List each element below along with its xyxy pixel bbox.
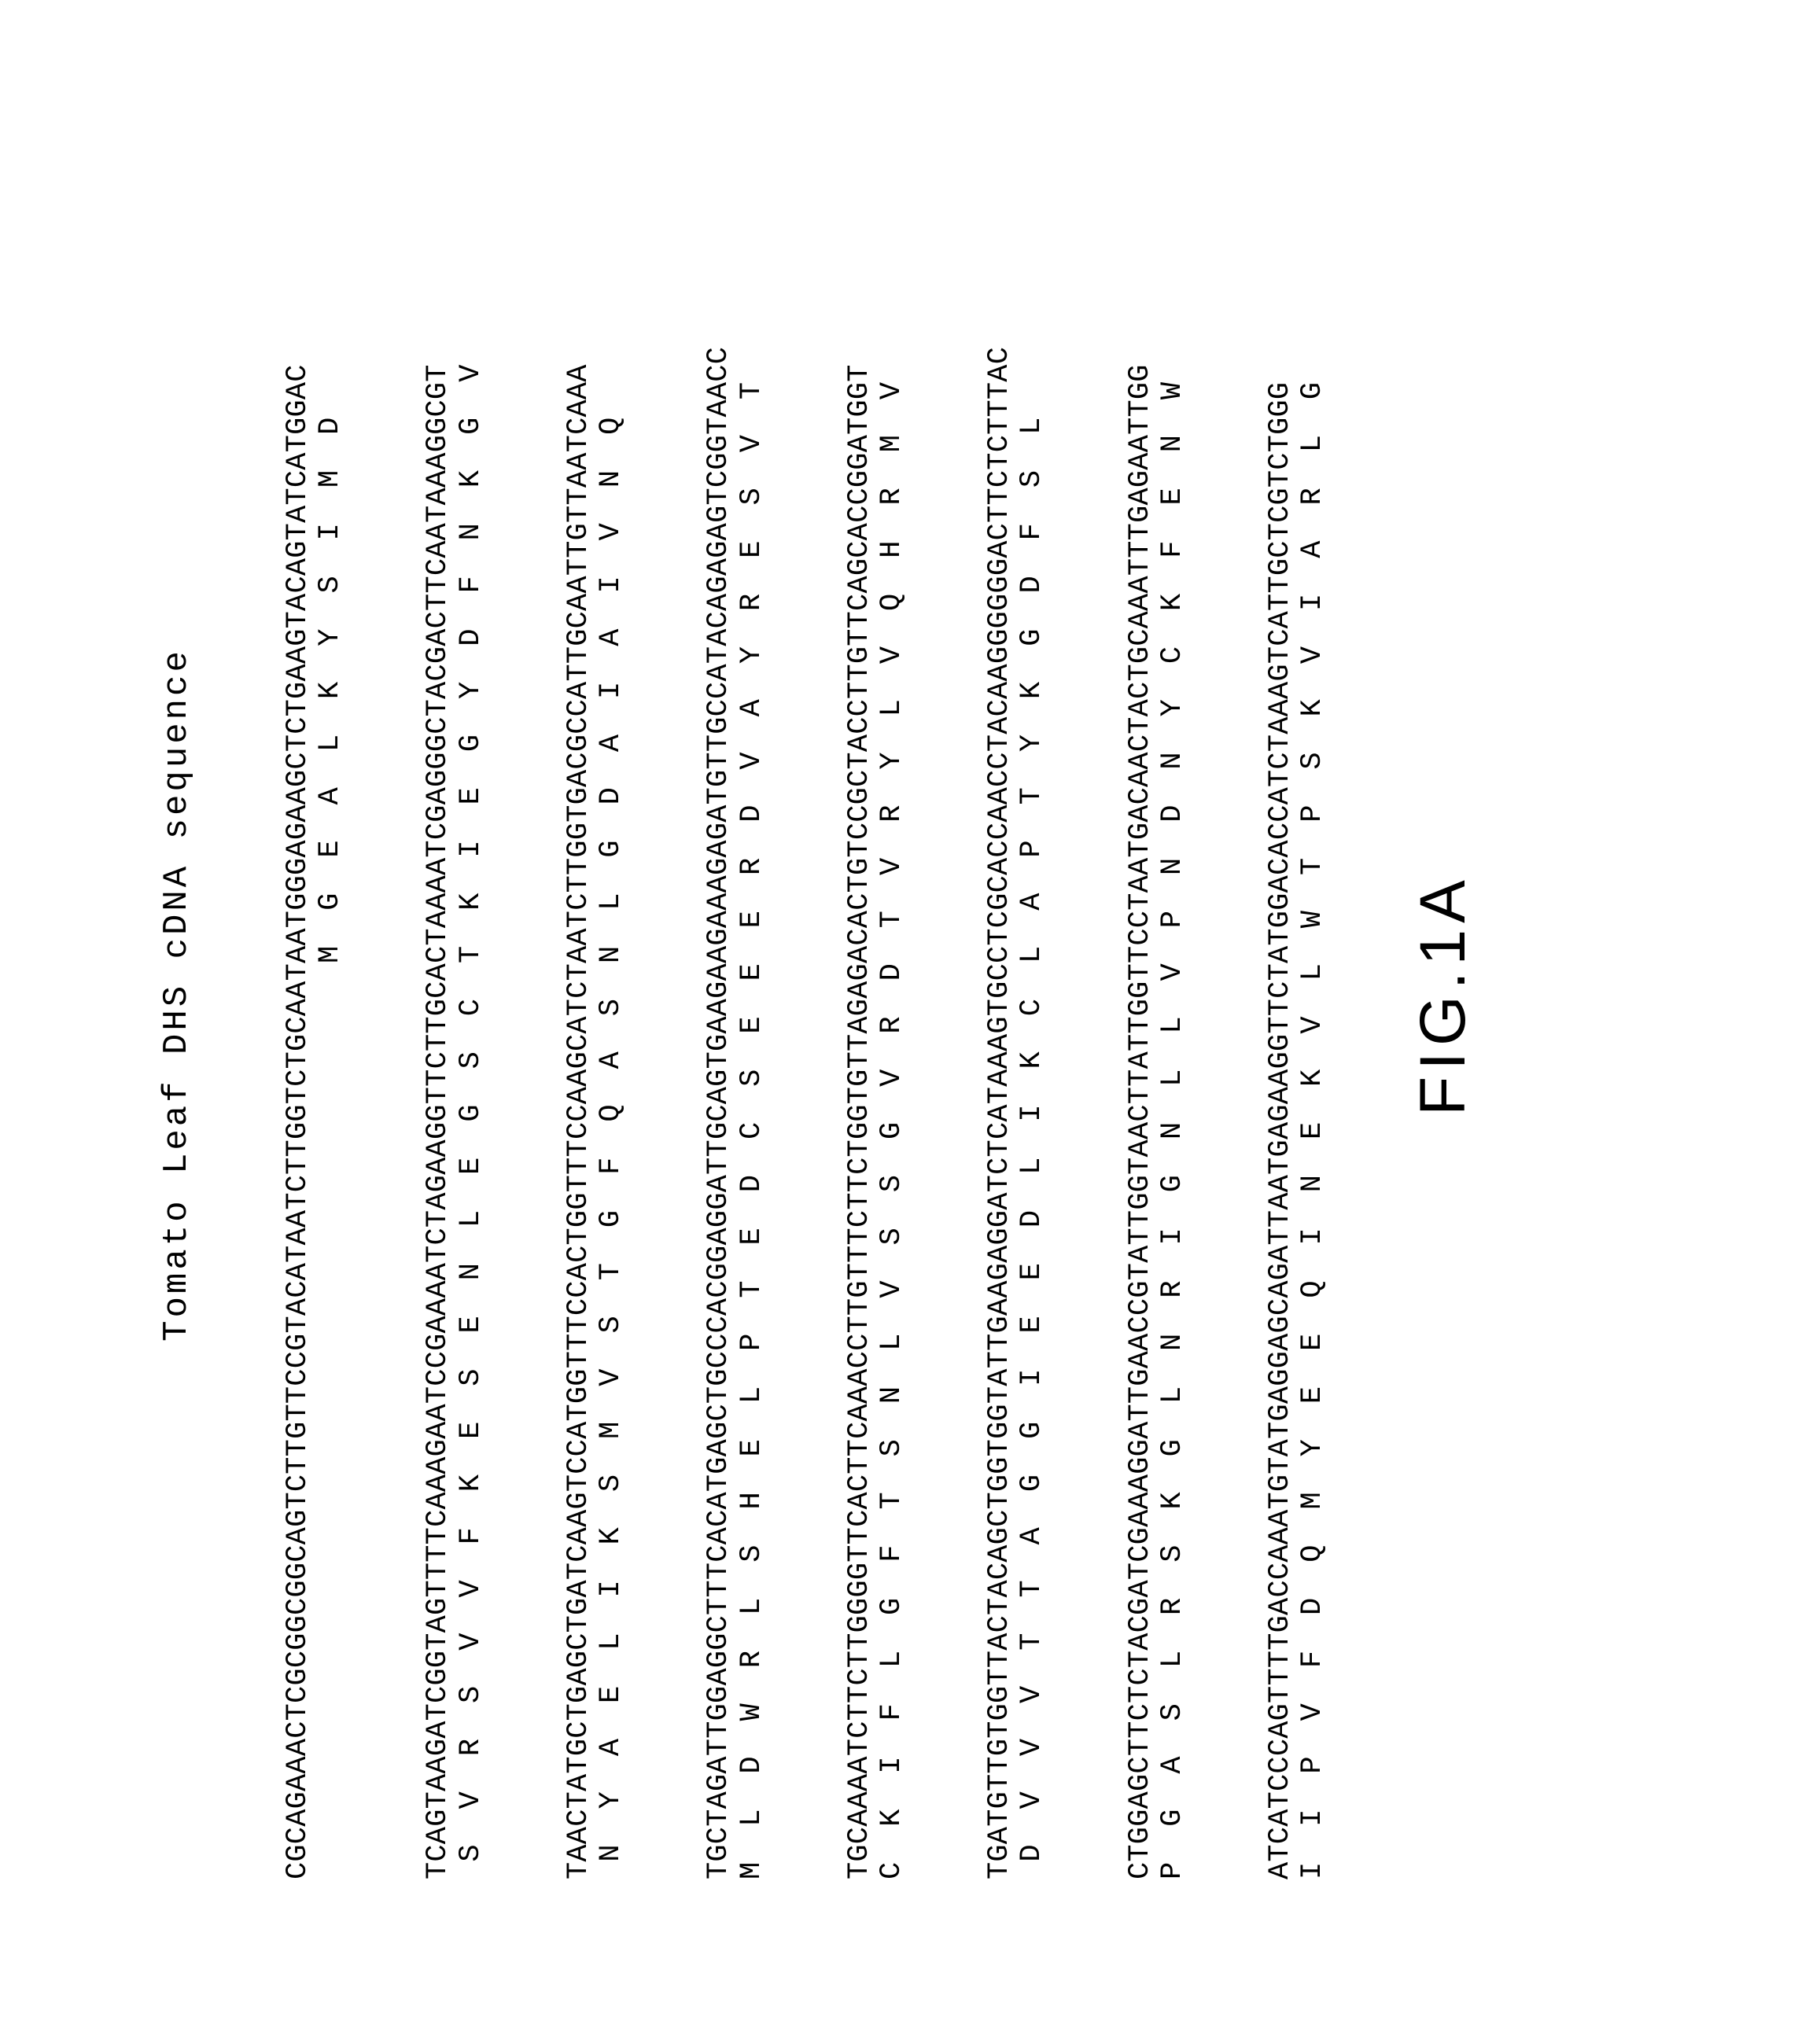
dna-line: ATCATCCCAGTTTTGACCAAATGTATGAGGAGCAGATTAA…: [1266, 110, 1296, 1879]
dna-line: TAACTATGCTGAGCTGATCAAGTCCATGGTTTCCACTGGT…: [564, 110, 595, 1879]
sequence-block: TCAGTAAGATCGGTAGTTTTCAAAGAATCCGAAAATCTAG…: [423, 110, 486, 1879]
figure-label: FIG.1A: [1406, 110, 1480, 1879]
sequence-block: TAACTATGCTGAGCTGATCAAGTCCATGGTTTCCACTGGT…: [564, 110, 627, 1879]
dna-line: TGATGTTGTGGTTACTACAGCTGGTGGTATTGAAGAGGAT…: [985, 110, 1015, 1879]
dna-line: CGCAGAAACTCGCGGCGGCAGTCTTGTTCCGTACATAATC…: [283, 110, 314, 1879]
figure-title: Tomato Leaf DHS cDNA sequence: [157, 110, 197, 1879]
sequence-block: ATCATCCCAGTTTTGACCAAATGTATGAGGAGCAGATTAA…: [1266, 110, 1328, 1879]
amino-acid-line: D V V V T T A G G I E E D L I K C L A P …: [1017, 110, 1048, 1879]
amino-acid-line: C K I F L G F T S N L V S S G V R D T V …: [877, 110, 908, 1879]
amino-acid-line: P G A S L R S K G L N R I G N L L V P N …: [1158, 110, 1188, 1879]
dna-line: CTGGAGCTTCTCTACGATCGAAAGGATTGAACCGTATTGG…: [1126, 110, 1156, 1879]
amino-acid-line: N Y A E L I K S M V S T G F Q A S N L G …: [596, 110, 627, 1879]
amino-acid-line: I I P V F D Q M Y E E Q I N E K V L W T …: [1298, 110, 1328, 1879]
amino-acid-line: M G E A L K Y S I M D: [315, 110, 346, 1879]
dna-line: TCAGTAAGATCGGTAGTTTTCAAAGAATCCGAAAATCTAG…: [423, 110, 454, 1879]
sequence-blocks: CGCAGAAACTCGCGGCGGCAGTCTTGTTCCGTACATAATC…: [283, 110, 1329, 1879]
sequence-block: TGCAAAATCTTCTTGGGGTTCACTTCAAACCTTGTTTCTT…: [845, 110, 908, 1879]
sequence-block: CGCAGAAACTCGCGGCGGCAGTCTTGTTCCGTACATAATC…: [283, 110, 346, 1879]
sequence-block: CTGGAGCTTCTCTACGATCGAAAGGATTGAACCGTATTGG…: [1126, 110, 1188, 1879]
dna-line: TGCAAAATCTTCTTGGGGTTCACTTCAAACCTTGTTTCTT…: [845, 110, 875, 1879]
sequence-block: TGATGTTGTGGTTACTACAGCTGGTGGTATTGAAGAGGAT…: [985, 110, 1048, 1879]
amino-acid-line: M L D W R L S H E L P T E D C S E E E R …: [737, 110, 768, 1879]
sequence-figure: Tomato Leaf DHS cDNA sequence CGCAGAAACT…: [0, 0, 1820, 2021]
amino-acid-line: S V R S V V F K E S E N L E G S C T K I …: [456, 110, 487, 1879]
dna-line: TGCTAGATTGGAGGCTTTCACATGAGCTGCCCACGGAGGA…: [704, 110, 735, 1879]
sequence-block: TGCTAGATTGGAGGCTTTCACATGAGCTGCCCACGGAGGA…: [704, 110, 767, 1879]
